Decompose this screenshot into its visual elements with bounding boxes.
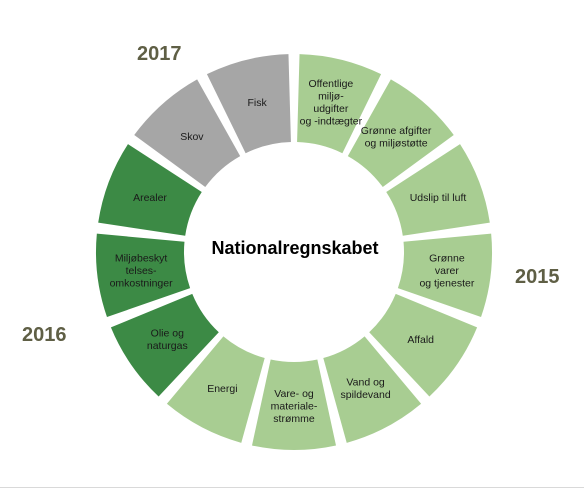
segment-label-line: omkostninger (110, 278, 174, 290)
year-label-2015: 2015 (515, 266, 560, 288)
segment-label-line: miljø- (318, 91, 344, 103)
year-label-2017: 2017 (137, 43, 182, 65)
segment-label-groenne-afgifter: Grønne afgifter og miljøstøtte (361, 125, 432, 150)
segment-udslip: Udslip til luft (386, 144, 490, 236)
segment-label-line: strømme (273, 413, 315, 425)
center-title: Nationalregnskabet (211, 238, 379, 258)
segment-label-line: og tjenester (419, 278, 474, 290)
segment-label-line: Udslip til luft (410, 192, 467, 204)
segment-shape-groenne-afgifter (347, 79, 454, 188)
segment-label-line: Miljøbeskyt (115, 253, 168, 265)
segment-label-line: Vare- og (274, 388, 314, 400)
segment-label-line: udgifter (313, 103, 349, 115)
segment-affald: Affald (369, 293, 478, 397)
segment-label-line: og miljøstøtte (365, 138, 428, 150)
segment-vand: Vand og spildevand (323, 336, 422, 443)
segment-label-line: Grønne (429, 253, 465, 265)
segment-label-energi: Energi (207, 383, 237, 395)
segment-offentlige: Offentlige miljø-udgifter og -indtægter (297, 54, 382, 154)
segment-label-line: Offentlige (309, 78, 354, 90)
segment-miljobeskyttelse: Miljøbeskyt telses-omkostninger (95, 233, 191, 318)
segment-label-line: telses- (126, 265, 157, 277)
segment-groenne-afgifter: Grønne afgifter og miljøstøtte (347, 79, 454, 188)
segment-label-line: materiale- (271, 401, 318, 413)
segment-label-line: Affald (407, 334, 434, 346)
segment-olie-naturgas: Olie og naturgas (110, 293, 219, 397)
segment-vare-materiale: Vare- og materiale-strømme (252, 359, 336, 450)
segment-shape-offentlige (297, 54, 382, 154)
segment-label-arealer: Arealer (133, 192, 167, 204)
segment-label-line: naturgas (147, 340, 188, 352)
segment-label-line: spildevand (340, 389, 390, 401)
segment-shape-skov (134, 79, 241, 188)
segment-shape-miljobeskyttelse (95, 233, 191, 318)
segment-shape-vand (323, 336, 422, 443)
segment-shape-arealer (98, 144, 202, 236)
segment-shape-energi (166, 336, 265, 443)
segment-label-affald: Affald (407, 334, 434, 346)
segment-label-miljobeskyttelse: Miljøbeskyt telses-omkostninger (110, 253, 174, 290)
segment-fisk: Fisk (206, 54, 291, 154)
segment-label-vare-materiale: Vare- og materiale-strømme (271, 388, 318, 425)
segment-shape-olie-naturgas (110, 293, 219, 397)
segment-label-groenne-varer: Grønne varer og tjenester (419, 253, 474, 290)
segment-label-line: Grønne afgifter (361, 125, 432, 137)
segment-label-olie-naturgas: Olie og naturgas (147, 328, 188, 353)
segment-label-line: Energi (207, 383, 237, 395)
segment-label-line: Olie og (151, 328, 184, 340)
segment-label-line: og -indtægter (300, 116, 363, 128)
segment-shape-groenne-varer (397, 233, 493, 318)
segment-shape-fisk (206, 54, 291, 154)
segment-label-offentlige: Offentlige miljø-udgifter og -indtægter (300, 78, 363, 128)
segment-label-line: varer (435, 265, 459, 277)
segment-energi: Energi (166, 336, 265, 443)
segment-label-line: Fisk (247, 97, 267, 109)
segment-label-udslip: Udslip til luft (410, 192, 467, 204)
segment-arealer: Arealer (98, 144, 202, 236)
segment-label-line: Arealer (133, 192, 167, 204)
segment-shape-affald (369, 293, 478, 397)
segment-label-vand: Vand og spildevand (340, 377, 390, 402)
year-label-2016: 2016 (22, 324, 67, 346)
bottom-divider (0, 487, 584, 488)
segment-label-line: Vand og (346, 377, 384, 389)
segment-label-skov: Skov (180, 131, 204, 143)
segment-shape-udslip (386, 144, 490, 236)
segment-label-line: Skov (180, 131, 204, 143)
segment-skov: Skov (134, 79, 241, 188)
segment-shape-vare-materiale (252, 359, 336, 450)
segment-label-fisk: Fisk (247, 97, 267, 109)
segment-groenne-varer: Grønne varer og tjenester (397, 233, 493, 318)
